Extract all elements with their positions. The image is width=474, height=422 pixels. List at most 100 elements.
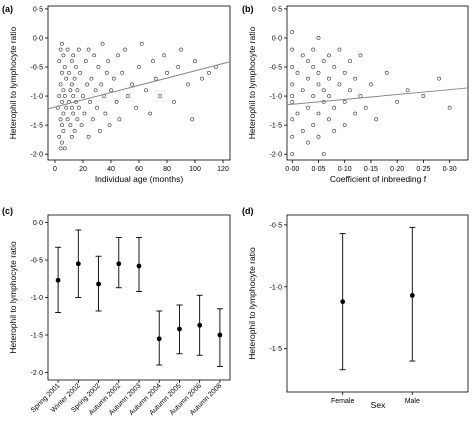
y-tick-label: -0·5 xyxy=(270,65,283,72)
data-point xyxy=(58,117,63,122)
x-tick-label: 0·10 xyxy=(338,166,352,173)
data-point xyxy=(125,94,130,98)
y-tick-label: -1·0 xyxy=(31,94,44,101)
data-point xyxy=(57,94,62,98)
data-point xyxy=(76,47,81,52)
data-point xyxy=(306,59,310,64)
x-tick-label: 0·15 xyxy=(364,166,378,173)
data-point xyxy=(290,30,295,35)
x-axis-title: Individual age (months) xyxy=(95,174,184,184)
x-tick-label: 0·25 xyxy=(416,166,430,173)
data-point xyxy=(316,134,321,139)
y-tick-label: -0·5 xyxy=(31,65,44,72)
data-point xyxy=(374,117,379,122)
data-point xyxy=(332,105,337,110)
data-point xyxy=(327,94,331,98)
y-tick-label: 0·0 xyxy=(272,35,282,42)
data-point xyxy=(74,65,78,69)
x-tick-label: 40 xyxy=(107,166,115,173)
data-point xyxy=(369,82,373,87)
data-point xyxy=(290,94,295,98)
data-point xyxy=(76,105,81,110)
data-point xyxy=(61,88,66,93)
data-point xyxy=(97,129,102,133)
data-point xyxy=(144,88,148,93)
mean-point xyxy=(55,277,61,283)
data-point xyxy=(186,82,190,87)
data-point xyxy=(316,111,321,116)
data-point xyxy=(82,111,87,116)
data-point xyxy=(295,70,300,75)
y-tick-label: -1·5 xyxy=(270,123,283,130)
mean-point xyxy=(116,261,122,267)
data-point xyxy=(134,105,139,110)
y-axis-title: Heterophil to lymphocyte ratio xyxy=(8,27,18,140)
x-tick-label: 100 xyxy=(189,166,201,173)
data-point xyxy=(353,76,358,81)
data-point xyxy=(137,65,141,69)
data-point xyxy=(162,53,167,58)
data-point xyxy=(311,65,316,69)
mean-point xyxy=(96,281,101,287)
data-point xyxy=(295,111,300,116)
data-point xyxy=(69,134,74,139)
data-point xyxy=(67,70,71,75)
data-point xyxy=(405,88,410,93)
data-point xyxy=(99,82,104,87)
data-point xyxy=(116,53,120,58)
y-tick-label: 0·0 xyxy=(33,35,43,42)
data-point xyxy=(300,88,305,93)
data-point xyxy=(92,53,97,58)
regression-line xyxy=(286,87,469,106)
data-point xyxy=(179,47,183,52)
plot-frame xyxy=(286,5,469,161)
panel-label: (a) xyxy=(2,4,13,14)
x-tick-label: 0·30 xyxy=(443,166,457,173)
data-point xyxy=(130,82,134,87)
data-point xyxy=(69,105,74,110)
data-point xyxy=(72,76,77,81)
data-point xyxy=(75,88,80,93)
y-tick-label: -0·5 xyxy=(270,222,283,229)
data-point xyxy=(306,105,310,110)
data-point xyxy=(65,117,70,122)
data-point xyxy=(337,47,342,52)
data-point xyxy=(58,82,63,87)
x-tick-label: 0 xyxy=(53,166,57,173)
data-point xyxy=(106,59,111,64)
y-axis-title: Heterophil to lymphocyte ratio xyxy=(247,247,257,360)
data-point xyxy=(348,59,352,64)
data-point xyxy=(72,129,77,133)
x-category-label: Female xyxy=(331,398,354,405)
data-point xyxy=(88,99,92,104)
data-point xyxy=(65,47,70,52)
data-point xyxy=(58,146,63,151)
data-point xyxy=(60,41,64,46)
x-tick-label: 20 xyxy=(79,166,87,173)
data-point xyxy=(311,94,316,98)
x-category-label: Male xyxy=(405,398,420,405)
plot-frame xyxy=(47,5,231,161)
data-point xyxy=(306,76,310,81)
data-point xyxy=(306,140,310,145)
data-point xyxy=(57,59,62,64)
y-tick-label: 0·5 xyxy=(33,6,43,13)
data-point xyxy=(311,47,316,52)
data-point xyxy=(62,146,67,151)
data-point xyxy=(71,94,76,98)
y-tick-label: -1·0 xyxy=(270,284,283,291)
data-point xyxy=(71,53,76,58)
data-point xyxy=(300,129,305,133)
data-point xyxy=(300,53,305,58)
data-point xyxy=(337,82,342,87)
data-point xyxy=(316,70,321,75)
data-point xyxy=(57,134,62,139)
data-point xyxy=(85,82,90,87)
data-point xyxy=(148,111,153,116)
data-point xyxy=(90,117,95,122)
data-point xyxy=(89,76,94,81)
data-point xyxy=(107,123,112,128)
data-point xyxy=(83,59,88,64)
data-point xyxy=(363,105,368,110)
